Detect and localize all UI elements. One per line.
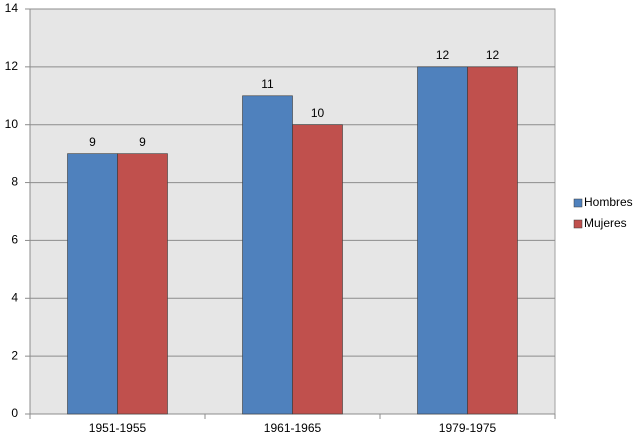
bar [292,124,343,415]
y-tick-label: 6 [11,233,18,247]
bar [467,66,518,415]
y-tick-label: 0 [11,406,18,420]
bar [242,95,293,415]
data-label: 12 [486,48,500,62]
legend-label: Hombres [584,195,633,209]
x-tick-label: 1979-1975 [439,421,497,435]
data-label: 12 [436,48,450,62]
data-label: 9 [139,135,146,149]
y-tick-label: 2 [11,348,18,362]
data-label: 10 [311,106,325,120]
legend-label: Mujeres [584,216,627,230]
x-tick-label: 1951-1955 [89,421,147,435]
y-tick-label: 8 [11,175,18,189]
x-tick-label: 1961-1965 [264,421,322,435]
bar [67,153,118,415]
data-label: 9 [89,135,96,149]
data-label: 11 [261,77,274,91]
legend-swatch [573,219,583,229]
bar [417,66,468,415]
y-tick-label: 10 [5,117,19,131]
y-tick-label: 12 [5,59,19,73]
y-tick-label: 4 [11,290,18,304]
legend-swatch [573,198,583,208]
y-tick-label: 14 [5,1,19,15]
bar [117,153,168,415]
